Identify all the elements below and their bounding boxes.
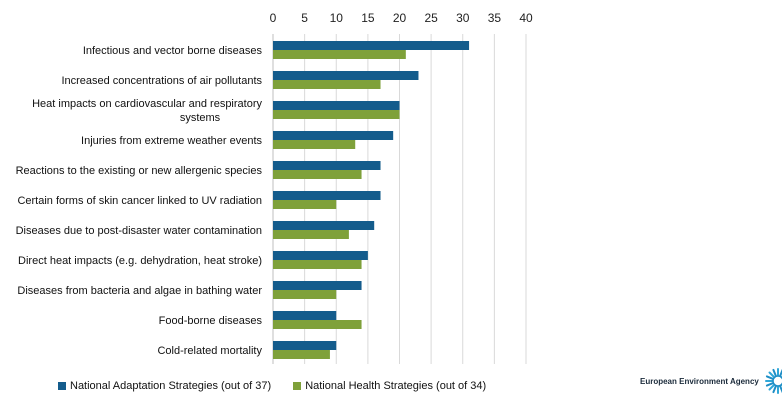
- x-tick-label: 30: [456, 11, 470, 25]
- legend-item-adaptation: National Adaptation Strategies (out of 3…: [58, 380, 271, 392]
- bar-health: [273, 350, 330, 359]
- bar-health: [273, 230, 349, 239]
- bar-adaptation: [273, 191, 381, 200]
- bar-adaptation: [273, 131, 394, 140]
- legend: National Adaptation Strategies (out of 3…: [58, 380, 486, 392]
- category-label: Cold-related mortality: [157, 345, 262, 357]
- category-label: Injuries from extreme weather events: [81, 135, 262, 147]
- x-tick-label: 40: [519, 11, 533, 25]
- x-tick-label: 35: [488, 11, 502, 25]
- legend-swatch-health: [293, 382, 302, 390]
- bar-adaptation: [273, 281, 362, 290]
- bar-adaptation: [273, 221, 375, 230]
- legend-label-health: National Health Strategies (out of 34): [305, 380, 487, 392]
- x-tick-label: 0: [270, 11, 277, 25]
- bar-health: [273, 200, 337, 209]
- bar-health: [273, 260, 362, 269]
- bar-adaptation: [273, 161, 381, 170]
- category-label: Heat impacts on cardiovascular and respi…: [32, 98, 262, 124]
- legend-item-health: National Health Strategies (out of 34): [293, 380, 486, 392]
- category-label: Diseases from bacteria and algae in bath…: [17, 285, 262, 297]
- x-tick-label: 15: [361, 11, 375, 25]
- category-label: Diseases due to post-disaster water cont…: [16, 225, 262, 237]
- category-label: Increased concentrations of air pollutan…: [61, 75, 262, 87]
- x-tick-label: 10: [330, 11, 344, 25]
- bar-health: [273, 170, 362, 179]
- x-tick-label: 25: [424, 11, 438, 25]
- bar-health: [273, 110, 400, 119]
- bar-health: [273, 50, 406, 59]
- bar-adaptation: [273, 311, 337, 320]
- bar-health: [273, 320, 362, 329]
- bar-health: [273, 140, 356, 149]
- x-tick-label: 20: [393, 11, 407, 25]
- bar-adaptation: [273, 251, 368, 260]
- bar-adaptation: [273, 71, 419, 80]
- bar-adaptation: [273, 41, 470, 50]
- category-label: Reactions to the existing or new allerge…: [16, 165, 263, 177]
- eea-logo: European Environment Agency: [640, 368, 782, 394]
- bar-health: [273, 80, 381, 89]
- bar-health: [273, 290, 337, 299]
- legend-swatch-adaptation: [58, 382, 66, 390]
- category-label: Infectious and vector borne diseases: [83, 45, 263, 57]
- category-label: Certain forms of skin cancer linked to U…: [17, 195, 262, 207]
- x-tick-label: 5: [301, 11, 308, 25]
- eea-sun-icon: [764, 368, 782, 394]
- category-label: Food-borne diseases: [159, 315, 263, 327]
- bar-adaptation: [273, 101, 400, 110]
- legend-label-adaptation: National Adaptation Strategies (out of 3…: [70, 380, 272, 392]
- category-label: Direct heat impacts (e.g. dehydration, h…: [18, 255, 262, 267]
- eea-logo-text: European Environment Agency: [640, 376, 759, 386]
- bar-adaptation: [273, 341, 337, 350]
